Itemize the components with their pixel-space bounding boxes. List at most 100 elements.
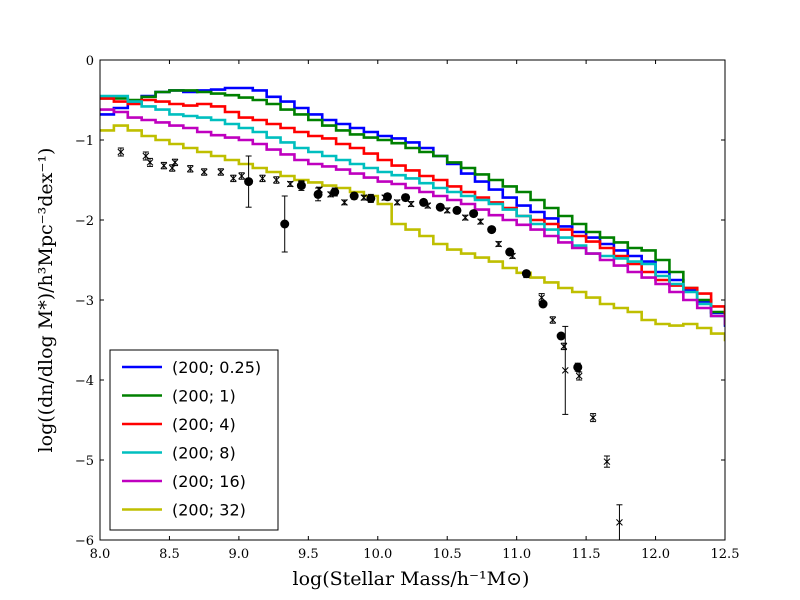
x-axis-label: log(Stellar Mass/h⁻¹M⊙) xyxy=(293,568,530,590)
y-tick-label-5: −5 xyxy=(75,454,94,469)
x-tick-label-7: 11.5 xyxy=(572,547,601,562)
cross-point-10 xyxy=(238,172,246,180)
cross-point-24-x2 xyxy=(461,214,469,221)
cross-point-6 xyxy=(186,165,194,173)
legend-label-0: (200; 0.25) xyxy=(172,358,261,377)
legend-box xyxy=(109,349,279,531)
cross-point-20 xyxy=(393,199,401,206)
cross-point-0 xyxy=(117,147,125,157)
cross-point-32 xyxy=(561,325,569,415)
x-tick-label-4: 10.0 xyxy=(363,547,392,562)
circle-point-15-marker xyxy=(521,269,531,279)
cross-point-36 xyxy=(616,504,623,540)
y-axis-label: log((dn/dlog M*)/h³Mpc⁻³dex⁻¹) xyxy=(35,148,57,453)
cross-point-8-x2 xyxy=(217,168,225,176)
cross-point-23 xyxy=(443,207,451,214)
circle-point-11 xyxy=(452,205,462,215)
circle-point-14 xyxy=(505,247,515,257)
cross-point-0-x2 xyxy=(117,148,125,156)
cross-point-31 xyxy=(560,342,568,351)
cross-point-31-x2 xyxy=(560,343,568,350)
cross-point-30-x2 xyxy=(549,316,557,324)
cross-point-30 xyxy=(549,316,557,324)
circle-point-5 xyxy=(349,191,359,201)
circle-point-10-marker xyxy=(435,202,445,212)
circle-point-18-marker xyxy=(573,362,583,372)
cross-point-2 xyxy=(146,157,154,167)
x-tick-label-1: 8.5 xyxy=(159,547,180,562)
cross-point-33 xyxy=(575,371,583,381)
circle-point-17 xyxy=(556,331,566,341)
cross-point-12 xyxy=(273,176,280,184)
cross-point-29-x2 xyxy=(538,294,546,301)
circle-point-1 xyxy=(280,195,290,253)
circle-point-17-marker xyxy=(556,331,566,341)
circle-point-16 xyxy=(538,299,548,309)
series-group xyxy=(100,86,725,540)
cross-point-7-x2 xyxy=(200,168,208,176)
cross-point-25 xyxy=(477,218,484,225)
y-tick-label-2: −2 xyxy=(75,214,94,229)
cross-point-5 xyxy=(171,158,179,167)
cross-point-18 xyxy=(360,194,368,201)
cross-point-11-x2 xyxy=(259,175,266,182)
circle-point-2-marker xyxy=(296,181,306,191)
circle-point-3 xyxy=(313,187,323,202)
series-line-3 xyxy=(100,94,725,326)
cross-point-26 xyxy=(495,240,502,248)
circle-point-4 xyxy=(330,187,340,197)
circle-point-2 xyxy=(296,180,306,191)
cross-point-23-x2 xyxy=(443,207,451,214)
circle-point-7 xyxy=(383,192,392,202)
cross-point-7 xyxy=(200,168,208,176)
legend-label-5: (200; 32) xyxy=(172,501,246,520)
cross-point-22-x2 xyxy=(424,202,432,209)
cross-point-11 xyxy=(259,174,266,183)
legend: (200; 0.25) (200; 1) (200; 4) (200; 8) (200;… xyxy=(109,349,279,531)
y-tick-label-1: −1 xyxy=(75,134,94,149)
circle-point-13 xyxy=(487,225,497,235)
y-tick-label-3: −3 xyxy=(75,294,94,309)
cross-point-6-x2 xyxy=(186,165,194,173)
circle-point-1-marker xyxy=(280,219,290,229)
circle-point-3-marker xyxy=(313,189,323,199)
circle-point-0-marker xyxy=(244,177,254,187)
cross-point-36-x2 xyxy=(616,519,623,526)
cross-point-3-x2 xyxy=(160,162,168,169)
cross-point-3 xyxy=(160,161,168,170)
circle-point-6 xyxy=(366,193,376,203)
circle-point-6-marker xyxy=(366,193,376,203)
legend-label-3: (200; 8) xyxy=(172,444,236,463)
legend-label-2: (200; 4) xyxy=(172,415,236,434)
series-line-0 xyxy=(100,86,725,327)
circle-point-10 xyxy=(435,202,445,212)
cross-point-2-x2 xyxy=(146,159,154,166)
series-line-4 xyxy=(100,108,725,326)
cross-point-34 xyxy=(589,413,597,423)
cross-point-35-x2 xyxy=(603,458,611,465)
circle-point-16-marker xyxy=(538,299,548,309)
legend-label-1: (200; 1) xyxy=(172,387,236,406)
circle-point-12 xyxy=(469,209,479,219)
x-tick-label-2: 9.0 xyxy=(229,547,250,562)
cross-point-25-x2 xyxy=(477,218,484,225)
legend-label-4: (200; 16) xyxy=(172,472,246,491)
cross-point-5-x2 xyxy=(171,159,179,166)
circle-point-12-marker xyxy=(469,209,479,219)
axes: 8.0 8.5 9.0 9.5 10.0 10.5 11.0 11.5 12.0 12.5 0 −1 −… xyxy=(75,54,740,562)
cross-point-9 xyxy=(229,174,237,183)
circle-point-11-marker xyxy=(452,205,462,215)
y-tick-label-6: −6 xyxy=(75,534,94,549)
circle-point-0 xyxy=(244,155,254,208)
circle-point-14-marker xyxy=(505,247,515,257)
cross-point-1-x2 xyxy=(142,152,150,160)
cross-point-20-x2 xyxy=(393,199,401,206)
cross-point-10-x2 xyxy=(238,172,246,180)
cross-point-18-x2 xyxy=(360,194,368,201)
circle-point-4-marker xyxy=(330,187,340,197)
cross-point-8 xyxy=(217,168,225,176)
cross-point-35 xyxy=(603,455,611,468)
cross-point-26-x2 xyxy=(495,240,502,248)
cross-point-27-x2 xyxy=(509,252,516,260)
